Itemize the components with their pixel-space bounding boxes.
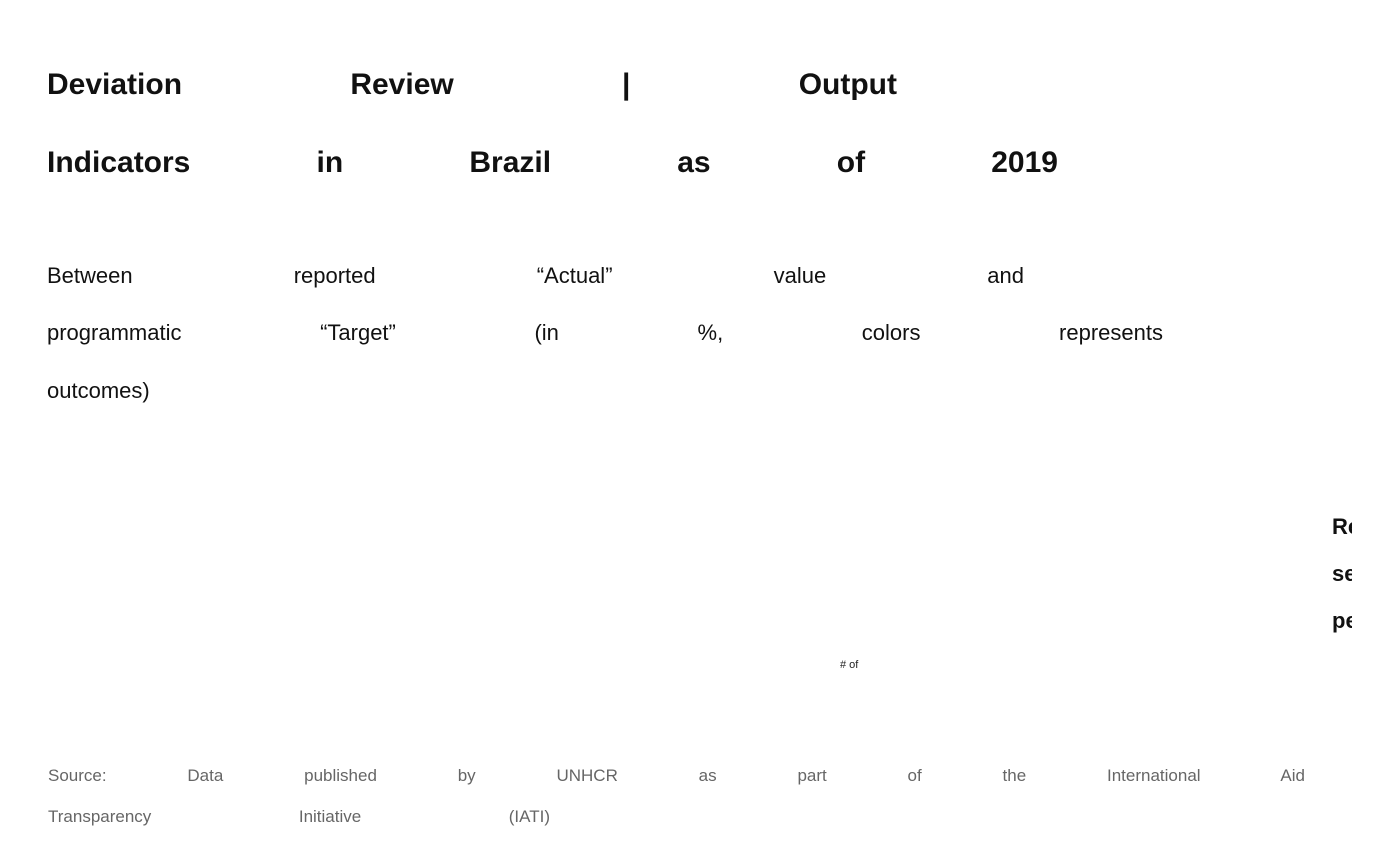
chart-label: # of xyxy=(840,659,859,671)
source-line: Source: Data published by UNHCR as part … xyxy=(48,766,1305,785)
side-text: Re xyxy=(1332,514,1352,539)
side-text: pe xyxy=(1332,608,1352,633)
subtitle-line: outcomes) xyxy=(47,378,150,403)
subtitle-line: Between reported “Actual” value and xyxy=(47,263,1024,288)
source-line: Transparency Initiative (IATI) xyxy=(48,807,550,826)
subtitle-line: programmatic “Target” (in %, colors repr… xyxy=(47,320,1163,345)
title-line: Indicators in Brazil as of 2019 xyxy=(47,146,1058,179)
side-text: se xyxy=(1332,561,1352,586)
title-line: Deviation Review | Output xyxy=(47,68,897,101)
side-panel: Re se pe xyxy=(1332,510,1352,651)
